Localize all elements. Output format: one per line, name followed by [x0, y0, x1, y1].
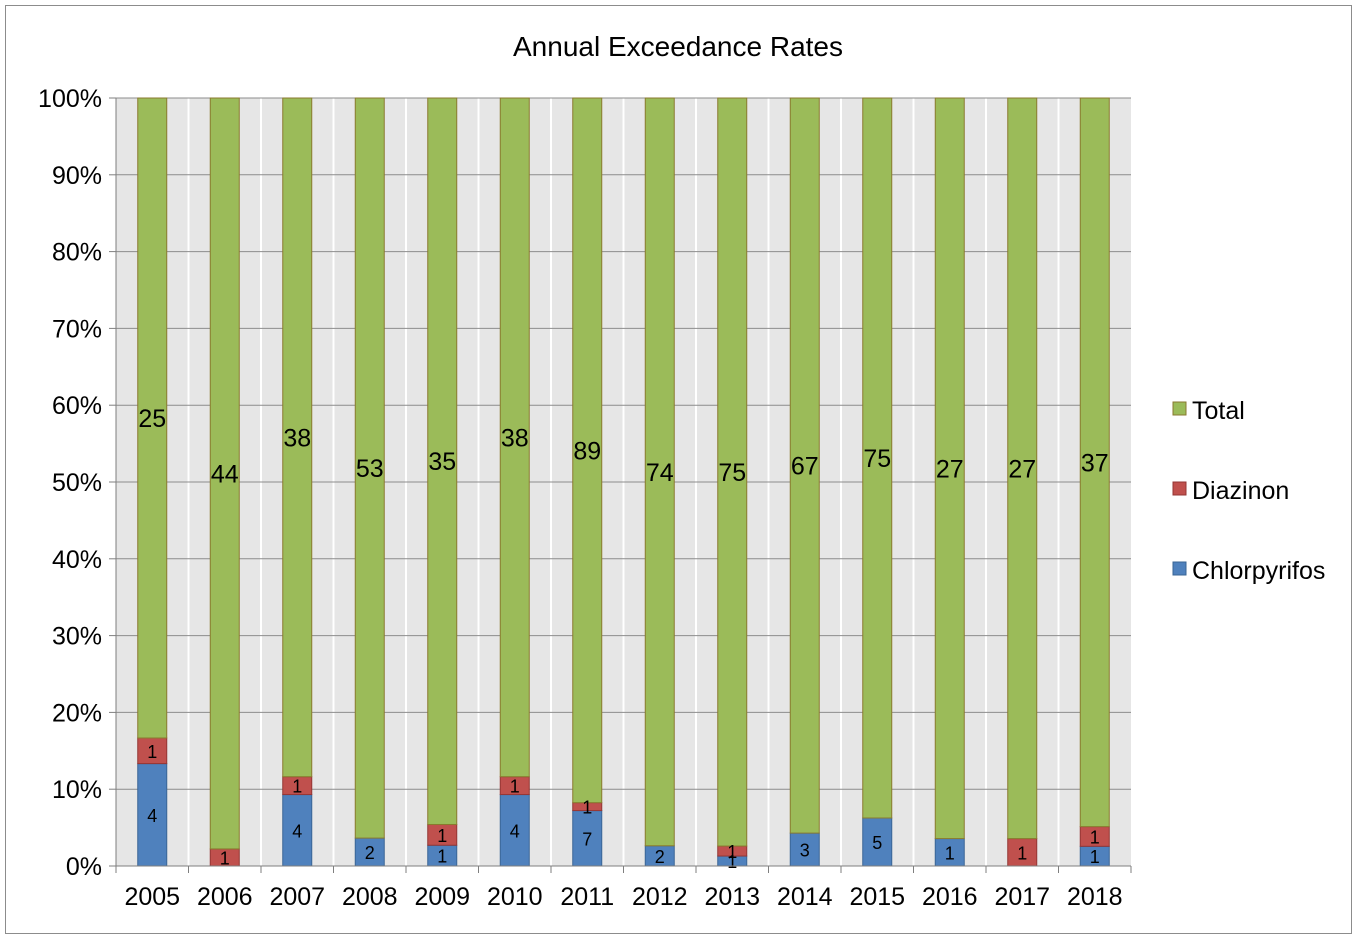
- chart-title: Annual Exceedance Rates: [513, 31, 843, 62]
- data-label: 27: [936, 455, 964, 483]
- x-tick-label: 2018: [1067, 883, 1123, 911]
- bar-segment-total: [789, 97, 820, 834]
- y-axis: 0% 10% 20% 30% 40% 50% 60% 70% 80% 90% 100%: [38, 85, 117, 881]
- data-label: 1: [292, 777, 302, 797]
- bar-segment-total: [644, 97, 675, 847]
- y-tick-label: 70%: [52, 315, 102, 343]
- data-label: 75: [863, 445, 891, 473]
- data-label: 2: [655, 847, 665, 867]
- x-tick-label: 2012: [632, 883, 688, 911]
- legend-label-chlorpyrifos: Chlorpyrifos: [1192, 557, 1325, 585]
- data-label: 38: [501, 424, 529, 452]
- data-label: 37: [1081, 449, 1109, 477]
- data-label: 5: [872, 833, 882, 853]
- y-tick-label: 40%: [52, 546, 102, 574]
- data-label: 1: [510, 777, 520, 797]
- data-label: 75: [718, 459, 746, 487]
- data-label: 1: [147, 742, 157, 762]
- bar-segment-total: [572, 97, 603, 804]
- data-label: 1: [582, 798, 592, 818]
- data-label: 1: [437, 826, 447, 846]
- data-label: 1: [727, 842, 737, 862]
- data-label: 74: [646, 459, 674, 487]
- chart: Annual Exceedance Rates 4125144413825311…: [38, 31, 1325, 911]
- data-label: 7: [582, 829, 592, 849]
- bar-segment-total: [427, 97, 458, 825]
- bar-segment-total: [282, 97, 313, 778]
- legend-swatch-diazinon: [1172, 481, 1187, 496]
- x-axis: 2005 2006 2007 2008 2009 2010 2011 2012 2013 2014…: [115, 865, 1132, 911]
- x-tick-label: 2005: [124, 883, 180, 911]
- data-label: 1: [727, 852, 737, 872]
- bar-segment-total: [137, 97, 168, 739]
- y-tick-label: 20%: [52, 699, 102, 727]
- data-label: 27: [1008, 455, 1036, 483]
- y-tick-label: 80%: [52, 239, 102, 267]
- y-tick-label: 0%: [66, 853, 102, 881]
- bar-segment-diazinon: [137, 737, 168, 765]
- data-label: 1: [1090, 847, 1100, 867]
- y-tick-label: 100%: [38, 85, 102, 113]
- y-tick-label: 30%: [52, 623, 102, 651]
- legend: Total Diazinon Chlorpyrifos: [1172, 397, 1325, 585]
- bar-segment-total: [354, 97, 385, 839]
- data-label: 44: [211, 460, 239, 488]
- x-tick-label: 2015: [849, 883, 905, 911]
- data-label: 1: [1090, 827, 1100, 847]
- y-tick-label: 10%: [52, 776, 102, 804]
- bar-segment-total: [1079, 97, 1110, 828]
- bar-segment-chlorpyrifos: [934, 838, 965, 867]
- data-labels: 4125144413825311354138718927411753675751…: [138, 405, 1108, 872]
- x-tick-label: 2008: [342, 883, 398, 911]
- bar-segment-total: [499, 97, 530, 778]
- data-label: 4: [147, 806, 157, 826]
- x-tick-label: 2006: [197, 883, 253, 911]
- x-tick-label: 2017: [994, 883, 1050, 911]
- data-label: 67: [791, 453, 819, 481]
- y-tick-label: 90%: [52, 162, 102, 190]
- data-label: 1: [945, 843, 955, 863]
- data-label: 2: [365, 843, 375, 863]
- bar-segment-chlorpyrifos: [137, 763, 168, 867]
- bar-segment-chlorpyrifos: [862, 817, 893, 867]
- data-label: 1: [220, 848, 230, 868]
- data-label: 4: [510, 821, 520, 841]
- bars: [137, 97, 1110, 867]
- y-tick-label: 60%: [52, 392, 102, 420]
- bar-segment-chlorpyrifos: [282, 794, 313, 867]
- chart-frame: Annual Exceedance Rates 4 1 25 1 44 4 1 38 2 53 1 1…: [5, 5, 1352, 934]
- legend-swatch-total: [1172, 401, 1187, 416]
- data-label: 4: [292, 821, 302, 841]
- x-tick-label: 2010: [487, 883, 543, 911]
- x-tick-label: 2013: [704, 883, 760, 911]
- bar-segment-total: [862, 97, 893, 819]
- bar-segment-total: [934, 97, 965, 840]
- x-tick-label: 2009: [414, 883, 470, 911]
- bar-segment-total: [209, 97, 240, 850]
- legend-swatch-chlorpyrifos: [1172, 561, 1187, 576]
- data-label: 3: [800, 841, 810, 861]
- bar-segment-chlorpyrifos: [499, 794, 530, 867]
- data-label: 1: [1017, 843, 1027, 863]
- x-tick-label: 2007: [269, 883, 325, 911]
- x-tick-label: 2016: [922, 883, 978, 911]
- bar-segment-total: [1007, 97, 1038, 840]
- data-label: 25: [138, 405, 166, 433]
- x-tick-label: 2014: [777, 883, 833, 911]
- data-label: 35: [428, 448, 456, 476]
- legend-label-diazinon: Diazinon: [1192, 477, 1289, 505]
- x-tick-label: 2011: [560, 883, 614, 911]
- data-label: 53: [356, 455, 384, 483]
- data-label: 89: [573, 437, 601, 465]
- data-label: 38: [283, 424, 311, 452]
- data-label: 1: [437, 847, 447, 867]
- legend-label-total: Total: [1192, 397, 1245, 425]
- bar-segment-total: [717, 97, 748, 847]
- y-tick-label: 50%: [52, 469, 102, 497]
